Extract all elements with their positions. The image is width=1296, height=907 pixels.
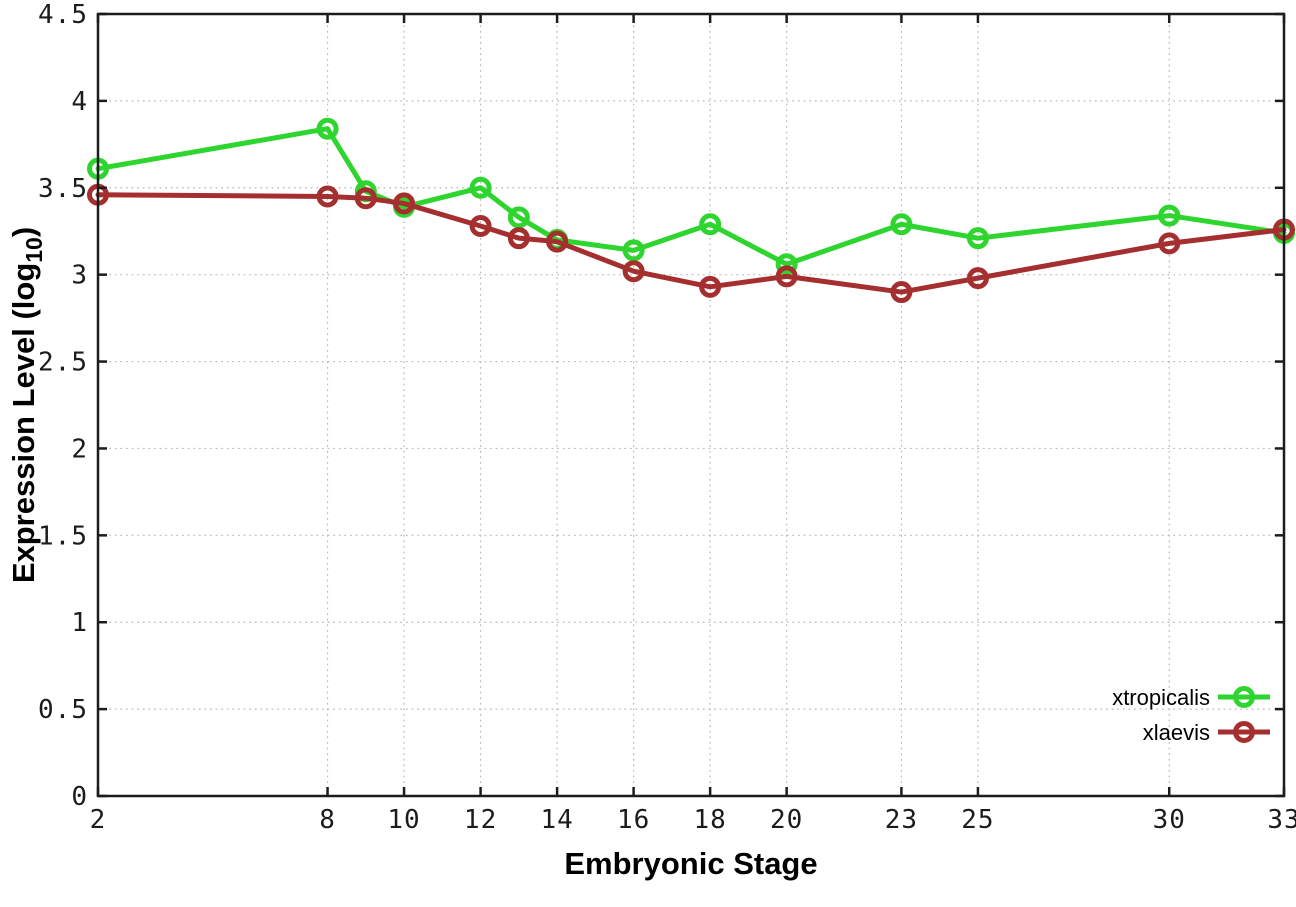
- y-axis-tick-label: 2: [71, 434, 88, 464]
- grid-lines: [97, 13, 1285, 797]
- data-series: [87, 117, 1295, 304]
- x-axis-tick-label: 16: [617, 805, 650, 835]
- data-point-xlaevis: [890, 281, 913, 304]
- legend: xtropicalis xlaevis: [1112, 685, 1270, 745]
- data-point-xtropicalis: [622, 239, 645, 262]
- data-point-xtropicalis: [966, 227, 989, 250]
- y-axis-tick-label: 1: [71, 608, 88, 638]
- data-point-xlaevis: [775, 265, 798, 288]
- axis-tick-labels: 2 8 10 12 14 16 18 20 23 25 30 33 0 0.5 1 1.5 2 2.5 3 3.5 4 4…: [38, 0, 1296, 835]
- data-point-xlaevis: [966, 267, 989, 290]
- y-axis-tick-label: 0.5: [38, 695, 88, 725]
- y-axis-tick-label: 1.5: [38, 521, 88, 551]
- series-line-xlaevis: [95, 192, 1287, 295]
- data-point-xtropicalis: [316, 117, 339, 140]
- data-point-xtropicalis: [890, 213, 913, 236]
- x-axis-tick-label: 14: [540, 805, 573, 835]
- y-axis-tick-label: 0: [71, 782, 88, 812]
- y-axis-tick-label: 4.5: [38, 0, 88, 30]
- y-axis-tick-label: 3: [71, 261, 88, 291]
- data-point-xtropicalis: [1158, 204, 1181, 227]
- x-axis-tick-label: 10: [387, 805, 420, 835]
- x-axis-tick-label: 2: [90, 805, 107, 835]
- legend-marker-xlaevis: [1233, 721, 1255, 743]
- x-axis-tick-label: 30: [1153, 805, 1186, 835]
- axis-ticks: [96, 12, 1286, 798]
- data-point-xlaevis: [393, 192, 416, 215]
- data-point-xlaevis: [469, 215, 492, 238]
- x-axis-tick-label: 8: [319, 805, 336, 835]
- x-axis-tick-label: 18: [693, 805, 726, 835]
- data-point-xtropicalis: [699, 213, 722, 236]
- data-point-xlaevis: [316, 185, 339, 208]
- data-point-xlaevis: [354, 187, 377, 210]
- x-axis-tick-label: 12: [464, 805, 497, 835]
- data-point-xtropicalis: [507, 206, 530, 229]
- data-point-xlaevis: [622, 260, 645, 283]
- data-point-xlaevis: [507, 227, 530, 250]
- data-point-xtropicalis: [775, 253, 798, 276]
- y-axis-tick-label: 4: [71, 87, 88, 117]
- data-point-xlaevis: [699, 275, 722, 298]
- x-axis-tick-label: 23: [885, 805, 918, 835]
- legend-label-xtropicalis: xtropicalis: [1112, 685, 1210, 710]
- x-axis-tick-label: 20: [770, 805, 803, 835]
- x-axis-tick-label: 33: [1267, 805, 1296, 835]
- x-axis-tick-label: 25: [961, 805, 994, 835]
- data-point-xlaevis: [546, 230, 569, 253]
- legend-marker-xtropicalis: [1233, 686, 1255, 708]
- x-axis-title: Embryonic Stage: [564, 846, 817, 881]
- y-axis-tick-label: 3.5: [38, 174, 88, 204]
- y-axis-tick-label: 2.5: [38, 348, 88, 378]
- legend-label-xlaevis: xlaevis: [1143, 720, 1210, 745]
- data-point-xlaevis: [1158, 232, 1181, 255]
- plot-border: [96, 12, 1286, 798]
- y-axis-title: Expression Level (log10): [6, 227, 47, 583]
- data-point-xtropicalis: [469, 176, 492, 199]
